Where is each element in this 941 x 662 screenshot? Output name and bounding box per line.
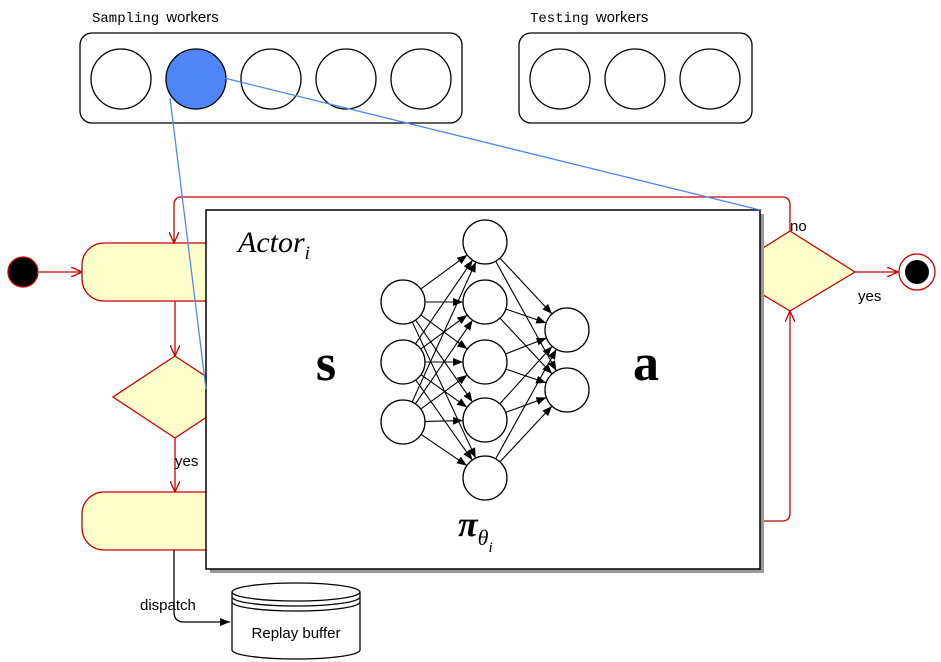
hidden-neuron (462, 219, 508, 265)
actor-panel: Actori s a πθi (205, 209, 764, 573)
highlight-connectors (169, 77, 761, 390)
sampling-workers-circles (90, 48, 452, 110)
sampling-worker (90, 48, 152, 110)
sampling-worker (315, 48, 377, 110)
flow-no-label: no (790, 218, 807, 235)
policy-label: πθi (458, 504, 493, 556)
network-edge (420, 374, 468, 408)
network-edge (499, 345, 553, 405)
flow-dispatch-label: dispatch (140, 597, 196, 614)
network-edge (415, 379, 473, 461)
flow-edge-dispatch (173, 550, 230, 626)
actor-title: Actori (236, 226, 310, 264)
testing-workers-circles (529, 48, 741, 110)
network-edge (420, 254, 468, 290)
flow-yes-label-right: yes (858, 288, 881, 305)
highlight-connector-right (223, 77, 761, 211)
input-neuron (380, 399, 426, 445)
hidden-neuron (462, 339, 508, 385)
replay-buffer-body (231, 592, 361, 660)
flow-yes-label-left: yes (175, 453, 198, 470)
replay-buffer: Replay buffer (231, 582, 361, 660)
hidden-neuron (462, 279, 508, 325)
replay-buffer-ring-1 (231, 596, 361, 607)
network-edge (499, 405, 553, 463)
network-edge (505, 308, 547, 324)
network-edge (420, 374, 468, 410)
replay-buffer-ring-2 (231, 601, 361, 612)
sampling-workers-title: Sampling workers (92, 9, 219, 27)
testing-workers-group: Testing workers (518, 9, 753, 124)
hidden-neuron (462, 397, 508, 443)
network-edge (414, 259, 474, 345)
flow-edge-loop-no (174, 196, 791, 243)
sampling-worker (240, 48, 302, 110)
testing-workers-title: Testing workers (530, 9, 648, 27)
hidden-neuron (462, 455, 508, 501)
network-edge (415, 319, 473, 403)
sampling-workers-group: Sampling workers (79, 9, 463, 124)
input-neuron (380, 279, 426, 325)
network-edge (499, 257, 553, 315)
network-edge (414, 319, 474, 405)
actor-panel-box (205, 209, 761, 570)
highlight-connector-left (169, 97, 207, 390)
flow-end-node-core (905, 260, 929, 284)
flow-start-node (7, 256, 39, 288)
replay-buffer-top (231, 582, 361, 602)
output-neuron (544, 307, 590, 353)
input-neuron (380, 339, 426, 385)
network-edge (495, 348, 557, 460)
actor-input-symbol: s (316, 335, 336, 392)
network-edge (505, 337, 547, 355)
output-neuron (544, 367, 590, 413)
testing-worker (679, 48, 741, 110)
actor-output-symbol: a (633, 335, 659, 392)
network-edge (424, 416, 464, 425)
sampling-worker (390, 48, 452, 110)
testing-worker (529, 48, 591, 110)
testing-worker (604, 48, 666, 110)
network-edge (411, 261, 477, 403)
flow-edge-return (760, 311, 790, 522)
sampling-worker-highlighted (165, 48, 227, 110)
policy-network (380, 219, 590, 501)
network-edge (420, 433, 468, 467)
network-edge (411, 321, 477, 459)
replay-buffer-label: Replay buffer (252, 625, 341, 642)
